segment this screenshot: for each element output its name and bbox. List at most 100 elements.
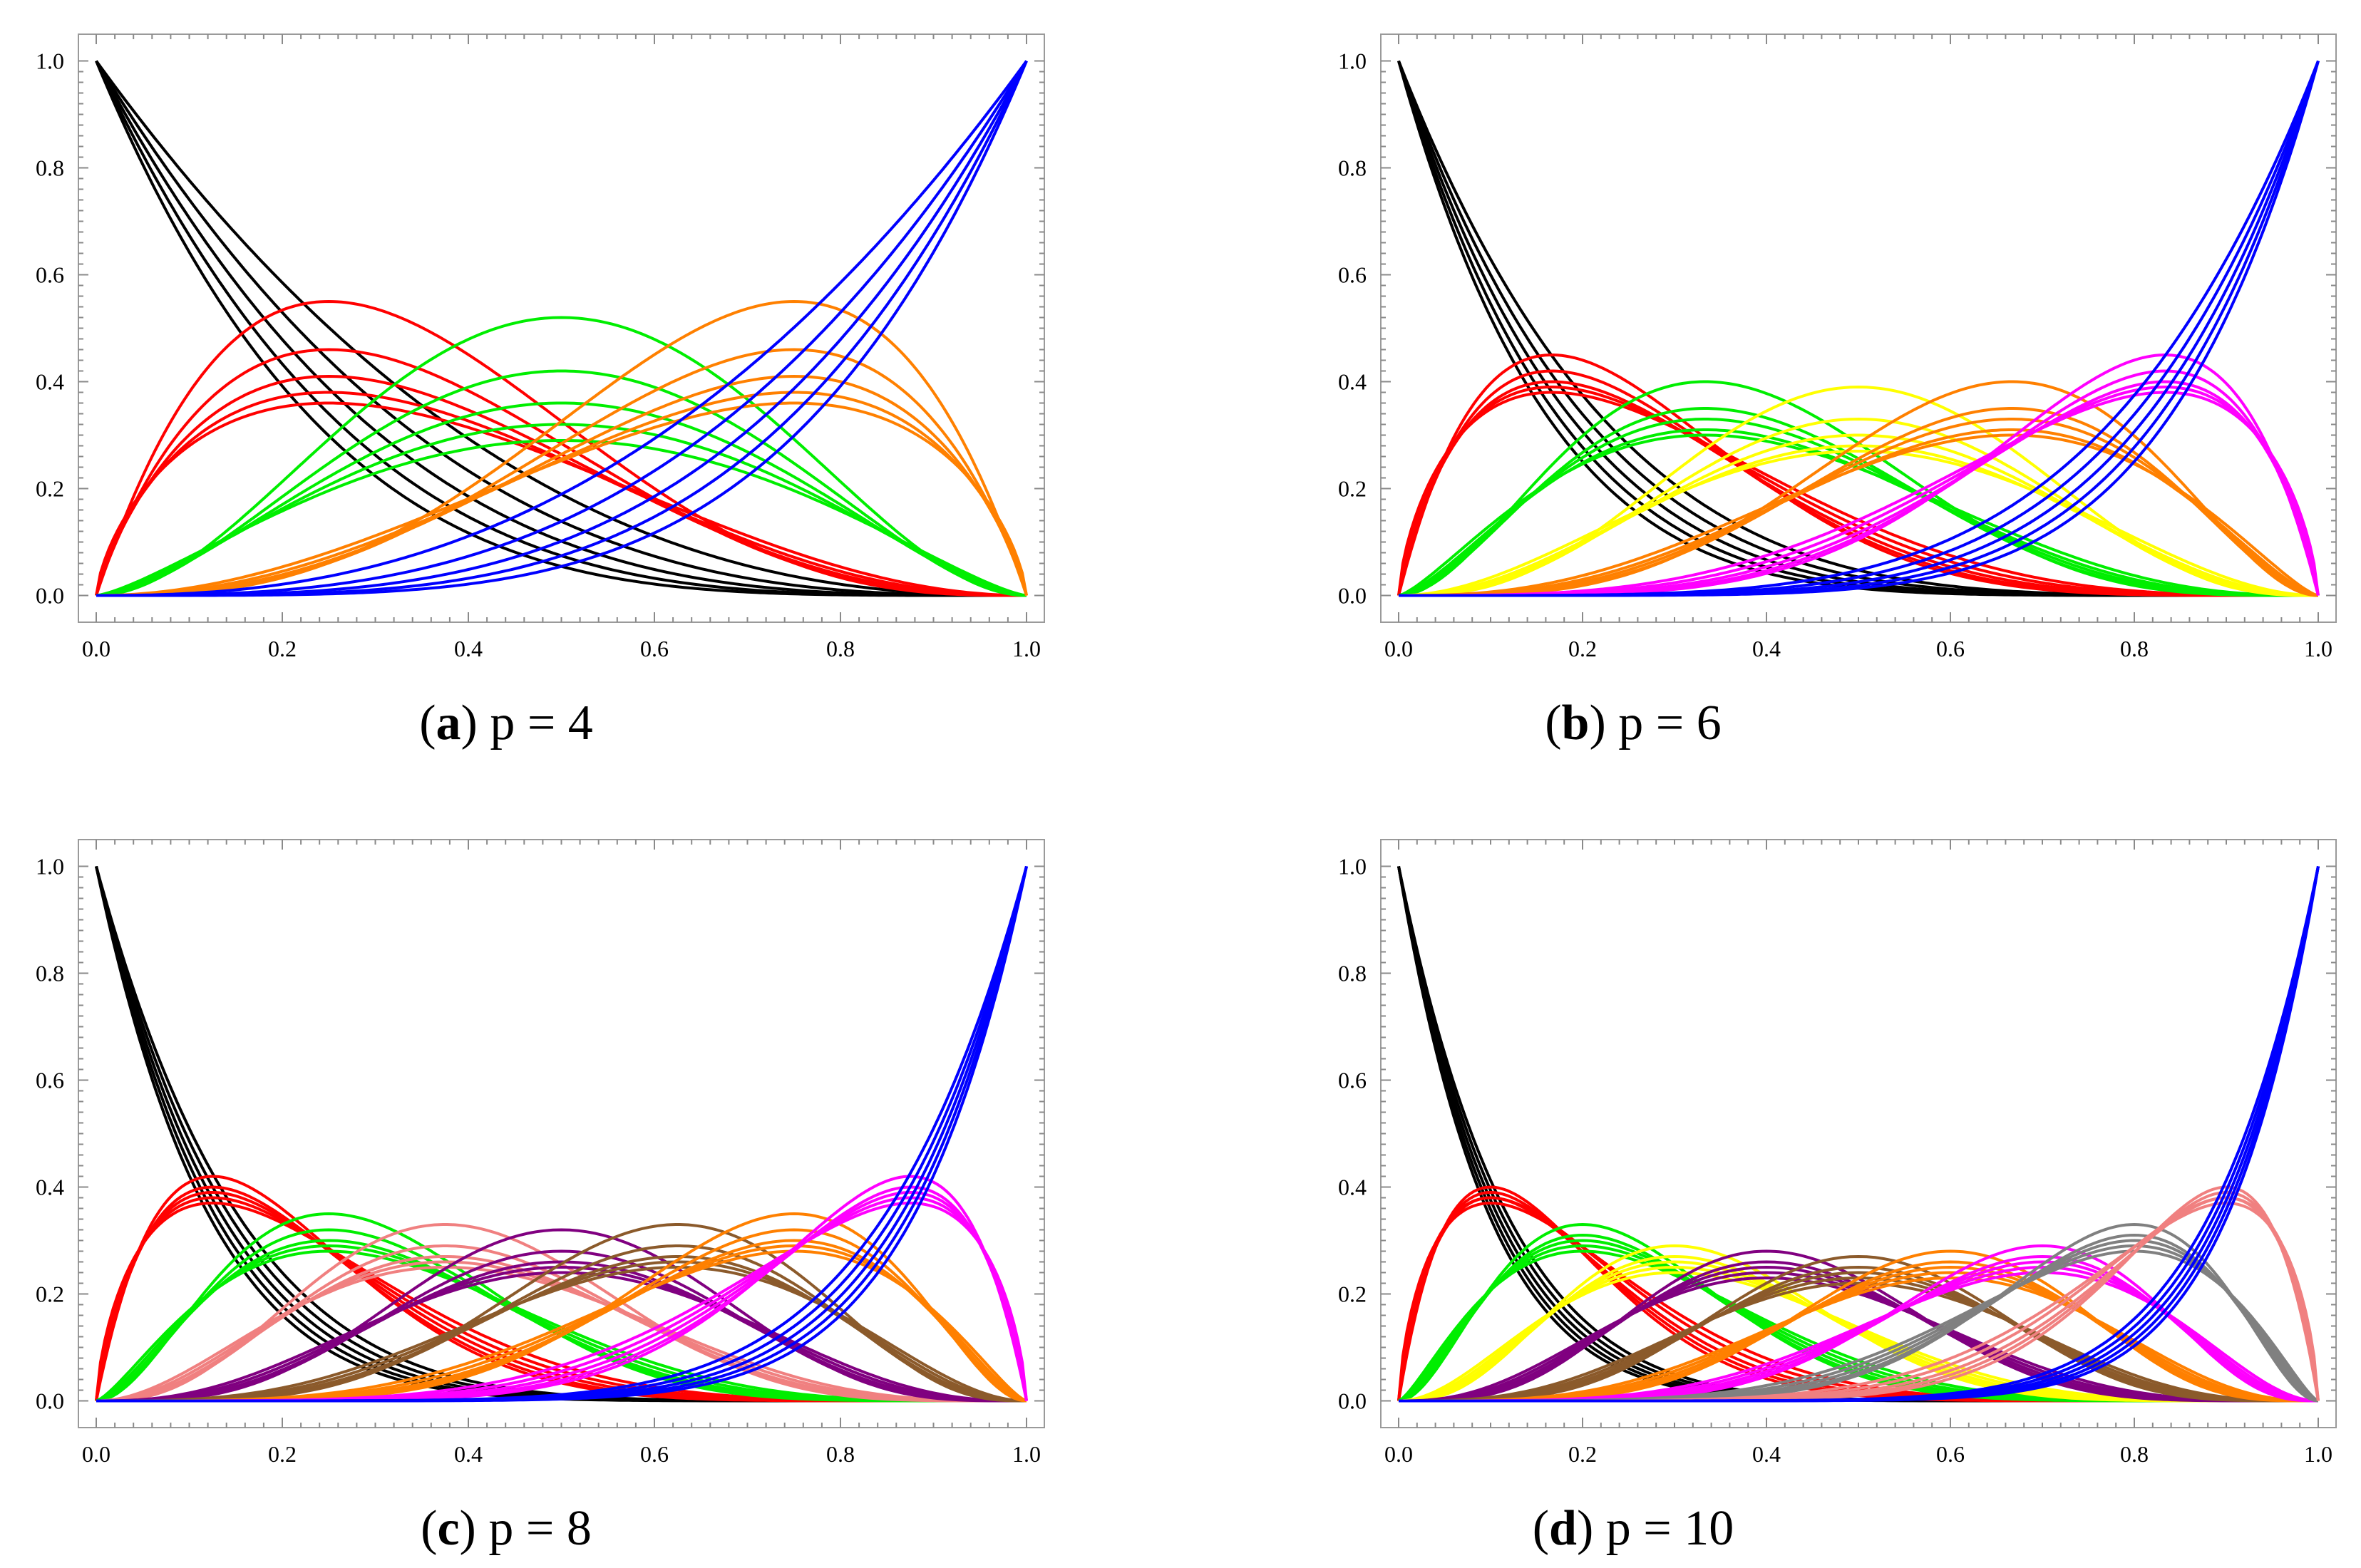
x-tick-label: 0.4 [454, 1441, 483, 1467]
x-tick-label: 1.0 [1012, 1441, 1041, 1467]
curve-series-0-variant-3 [1397, 60, 2318, 597]
panel-c: 0.0 0.2 0.4 0.6 0.8 1.0 0.0 0.2 0.4 0.6 0.8 1.0 (c)… [0, 805, 1180, 1568]
y-tick-label: 1.0 [1338, 854, 1367, 880]
curve-series-5-variant-3 [1399, 1276, 2318, 1403]
curve-series-10-variant-4 [1399, 866, 2320, 1403]
y-tick-label: 0.2 [36, 476, 64, 502]
curve-series-0-variant-4 [95, 60, 1027, 597]
curve-series-4-variant-2 [96, 60, 1028, 597]
y-tick-label: 0.8 [36, 155, 64, 181]
curve-series-0-variant-3 [95, 866, 1027, 1403]
x-tick-label: 0.2 [268, 1441, 297, 1467]
caption-a-text: p = 4 [490, 696, 593, 751]
y-tick-label: 1.0 [36, 48, 64, 74]
x-tick-label: 0.0 [1384, 636, 1413, 661]
x-tick-label: 0.4 [1752, 1441, 1781, 1467]
curve-series-4-variant-1 [96, 1249, 1027, 1403]
curve-series-1-variant-0 [95, 299, 1027, 597]
curve-series-2-variant-3 [96, 423, 1027, 597]
curve-series-6-variant-0 [1399, 60, 2320, 597]
curve-series-0-variant-0 [95, 60, 1027, 597]
curve-series-4-variant-1 [1399, 407, 2319, 597]
x-tick-label: 0.4 [1752, 636, 1781, 661]
curve-series-3-variant-4 [1398, 450, 2319, 597]
panel-d: 0.0 0.2 0.4 0.6 0.8 1.0 0.0 0.2 0.4 0.6 0.8 1.0 (d)… [1180, 805, 2361, 1568]
curve-series-2-variant-1 [96, 369, 1027, 597]
curve-series-3-variant-3 [1399, 444, 2318, 597]
curve-series-3-variant-2 [1399, 433, 2318, 597]
curve-series-1-variant-1 [95, 1185, 1027, 1403]
curve-series-4-variant-2 [96, 1260, 1027, 1403]
x-tick-label: 0.6 [1936, 636, 1965, 661]
curve-series-5-variant-4 [96, 1266, 1027, 1403]
curve-series-1-variant-2 [95, 374, 1027, 597]
caption-d-label: d [1549, 1501, 1577, 1556]
y-tick-label: 0.8 [1338, 155, 1367, 181]
curve-series-4-variant-2 [1399, 418, 2319, 597]
y-tick-label: 0.6 [1338, 262, 1367, 288]
y-tick-label: 0.6 [1338, 1068, 1367, 1093]
curve-series-8-variant-1 [96, 866, 1028, 1403]
chart-d: 0.0 0.2 0.4 0.6 0.8 1.0 0.0 0.2 0.4 0.6 0.8 1.0 [1338, 839, 2337, 1467]
curve-series-6-variant-2 [1399, 60, 2320, 597]
curve-series-5-variant-2 [96, 1255, 1027, 1403]
x-tick-label: 1.0 [1012, 636, 1041, 661]
x-tick-label: 0.0 [1384, 1441, 1413, 1467]
panel-b: 0.0 0.2 0.4 0.6 0.8 1.0 0.0 0.2 0.4 0.6 0.8 1.0 (b)… [1180, 0, 2361, 784]
curve-series-3-variant-3 [96, 391, 1028, 597]
curve-series-8-variant-4 [96, 866, 1028, 1403]
curve-series-5-variant-1 [1399, 1265, 2318, 1403]
curve-series-0-variant-1 [95, 60, 1027, 597]
y-tick-label: 0.8 [36, 961, 64, 986]
plot-frame [78, 839, 1045, 1428]
curve-series-4-variant-4 [1399, 1276, 2318, 1403]
y-tick-label: 0.4 [36, 369, 64, 395]
panel-a: 0.0 0.2 0.4 0.6 0.8 1.0 0.0 0.2 0.4 0.6 0.8 1.0 (a)… [0, 0, 1180, 784]
curve-series-3-variant-2 [96, 374, 1028, 597]
y-tick-label: 0.4 [1338, 1175, 1367, 1200]
curve-series-0-variant-1 [95, 866, 1027, 1403]
x-tick-label: 0.6 [640, 636, 669, 661]
curve-series-8-variant-3 [96, 866, 1028, 1403]
curve-series-0-variant-4 [1397, 60, 2318, 597]
caption-b-text: p = 6 [1618, 696, 1722, 751]
curve-series-0-variant-2 [95, 866, 1027, 1403]
y-tick-label: 0.0 [36, 583, 64, 609]
curve-series-5-variant-2 [1399, 1271, 2318, 1403]
curve-series-4-variant-4 [96, 60, 1028, 597]
curve-series-6-variant-0 [96, 1212, 1027, 1403]
curve-series-0-variant-3 [95, 60, 1027, 597]
caption-b-label: b [1561, 696, 1590, 751]
y-tick-label: 0.4 [36, 1175, 64, 1200]
curve-series-2-variant-0 [96, 1212, 1027, 1403]
curve-series-0-variant-0 [1397, 60, 2318, 597]
x-tick-label: 0.8 [2120, 636, 2149, 661]
curve-series-3-variant-0 [96, 299, 1028, 597]
curve-series-5-variant-4 [1399, 1281, 2318, 1403]
curve-series-5-variant-3 [96, 1260, 1027, 1403]
y-tick-label: 1.0 [1338, 48, 1367, 74]
x-tick-label: 0.0 [82, 636, 110, 661]
x-tick-label: 1.0 [2304, 636, 2332, 661]
curve-series-1-variant-1 [95, 348, 1027, 597]
curve-series-7-variant-3 [96, 1196, 1028, 1403]
curve-series-6-variant-3 [1399, 60, 2320, 597]
curve-series-8-variant-2 [96, 866, 1028, 1403]
curve-series-4-variant-4 [1399, 433, 2319, 597]
x-tick-label: 0.4 [454, 636, 483, 661]
x-tick-label: 1.0 [2304, 1441, 2332, 1467]
y-tick-label: 0.8 [1338, 961, 1367, 986]
caption-d: (d) p = 10 [1532, 1501, 1734, 1556]
caption-d-text: p = 10 [1605, 1501, 1734, 1556]
y-tick-label: 0.2 [1338, 476, 1367, 502]
x-tick-label: 0.2 [268, 636, 297, 661]
chart-a: 0.0 0.2 0.4 0.6 0.8 1.0 0.0 0.2 0.4 0.6 0.8 1.0 [36, 33, 1045, 661]
y-tick-label: 0.0 [36, 1388, 64, 1414]
x-tick-label: 0.6 [640, 1441, 669, 1467]
curve-series-3-variant-1 [96, 348, 1028, 597]
curve-series-0-variant-2 [95, 60, 1027, 597]
x-tick-label: 0.2 [1568, 636, 1597, 661]
y-tick-label: 0.6 [36, 262, 64, 288]
caption-a: (a) p = 4 [419, 696, 593, 751]
curve-series-0-variant-4 [95, 866, 1027, 1403]
